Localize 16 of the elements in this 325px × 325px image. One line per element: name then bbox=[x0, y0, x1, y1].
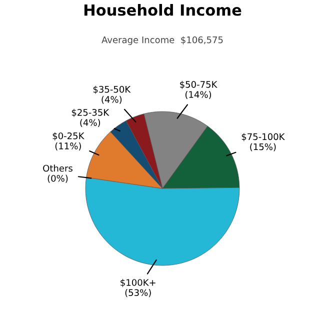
slice-label: $35-50K bbox=[93, 86, 131, 94]
data-label: (11%) bbox=[55, 142, 81, 150]
data-label: (4%) bbox=[80, 118, 100, 127]
chart-title: Household Income bbox=[84, 4, 242, 16]
slice-label: $50-75K bbox=[180, 80, 218, 90]
text: (0%) bbox=[48, 174, 68, 183]
slice-label: $25-35K bbox=[72, 108, 110, 118]
slice-label: $75-100K bbox=[242, 133, 285, 142]
data-label: (14%) bbox=[185, 90, 212, 99]
data-label: (53%) bbox=[125, 289, 151, 298]
chart-subtitle: Average Income $106,575 bbox=[102, 36, 223, 45]
slice-label: $0-25K bbox=[52, 132, 84, 140]
data-label: (4%) bbox=[102, 96, 122, 104]
slice-label: $100K+ bbox=[120, 278, 156, 288]
data-label: (15%) bbox=[250, 143, 276, 152]
category-label: Others bbox=[43, 164, 72, 172]
